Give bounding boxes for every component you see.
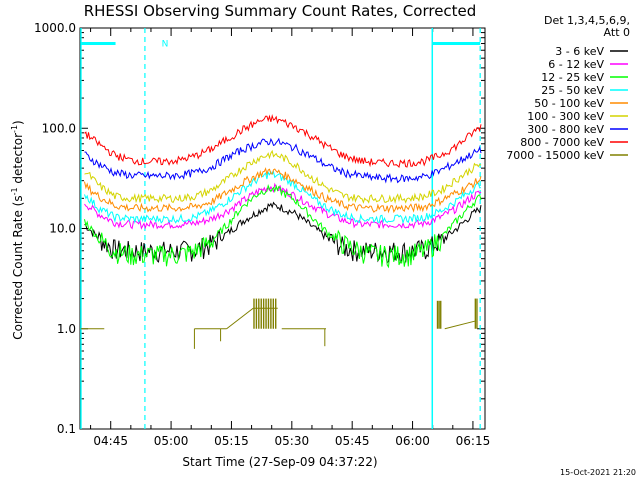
x-tick-label: 05:30 [275, 434, 310, 448]
y-axis-label: Corrected Count Rate (s-1 detector-1) [10, 120, 25, 339]
y-tick-label: 0.1 [57, 422, 76, 436]
timestamp: 15-Oct-2021 21:20 [560, 468, 636, 477]
series-7000-15000kev [80, 298, 478, 349]
plot-area [79, 27, 486, 430]
y-tick-label: 1.0 [57, 322, 76, 336]
overlay-group: N [80, 28, 481, 429]
x-tick-label: 04:45 [93, 434, 128, 448]
series-25-50-kev [84, 170, 482, 225]
plot-frame [79, 27, 486, 430]
legend-label: 3 - 6 keV [555, 45, 604, 58]
x-tick-label: 06:15 [456, 434, 491, 448]
x-axis: 04:45 05:00 05:15 05:30 05:45 06:00 06:15 [90, 28, 491, 448]
legend-label: 6 - 12 keV [548, 58, 604, 71]
legend-label: 25 - 50 keV [541, 84, 604, 97]
series-6-12-kev [84, 182, 482, 230]
x-tick-label: 05:45 [335, 434, 370, 448]
chart-title: RHESSI Observing Summary Count Rates, Co… [84, 2, 477, 20]
legend-header-line2: Att 0 [604, 26, 630, 39]
legend-label: 7000 - 15000 keV [506, 149, 604, 162]
y-tick-label: 1000.0 [34, 21, 76, 35]
x-axis-label: Start Time (27-Sep-09 04:37:22) [182, 455, 377, 469]
x-tick-label: 05:15 [214, 434, 249, 448]
legend-label: 12 - 25 keV [541, 71, 604, 84]
x-tick-label: 06:00 [395, 434, 430, 448]
saa-marker-label: N [162, 40, 169, 50]
legend-label: 300 - 800 keV [527, 123, 604, 136]
y-tick-label: 10.0 [49, 222, 76, 236]
series-800-7000-kev [84, 113, 482, 168]
series-segment [226, 307, 254, 330]
series-50-100-kev [84, 167, 482, 214]
series-segment [444, 320, 477, 330]
legend-label: 100 - 300 keV [527, 110, 604, 123]
series-100-300-kev [84, 149, 482, 205]
y-axis: 1000.0 100.0 10.0 1.0 0.1 [34, 21, 485, 436]
series-3-6-kev [84, 201, 482, 264]
legend-header-line1: Det 1,3,4,5,6,9, [544, 14, 630, 27]
legend-label: 800 - 7000 keV [520, 136, 604, 149]
series-group [80, 113, 482, 349]
y-tick-label: 100.0 [42, 121, 76, 135]
series-300-800-kev [84, 137, 482, 184]
series-12-25-kev [84, 183, 482, 269]
x-tick-label: 05:00 [154, 434, 189, 448]
legend-label: 50 - 100 keV [534, 97, 604, 110]
